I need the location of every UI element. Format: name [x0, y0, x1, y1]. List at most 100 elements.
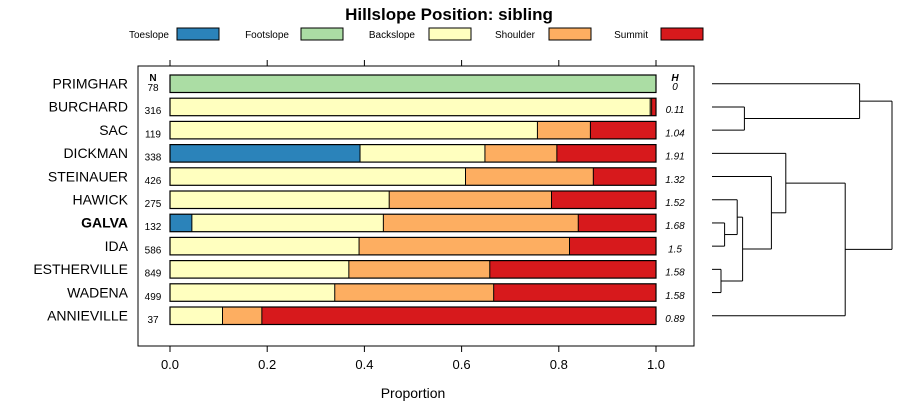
bar-segment: [556, 144, 656, 163]
x-tick-label: 0.0: [161, 357, 179, 372]
bar-segment: [170, 75, 656, 93]
row-labels: PRIMGHAR 78 0 BURCHARD 316 0.11 SAC 119 1.04 DICK…: [33, 76, 685, 327]
legend-swatch: [176, 27, 220, 41]
row-label: IDA: [105, 238, 129, 254]
row-label: GALVA: [81, 215, 128, 231]
h-value: 0.11: [666, 105, 685, 116]
bar-segment: [593, 167, 656, 186]
x-tick-label: 1.0: [647, 357, 665, 372]
n-value: 37: [147, 315, 159, 326]
legend-swatch: [300, 27, 344, 41]
legend-label: Footslope: [245, 30, 289, 41]
n-value: 849: [145, 269, 162, 280]
bar-segment: [170, 167, 466, 186]
x-axis: 0.0 0.2 0.4 0.6 0.8 1.0: [161, 60, 665, 372]
legend: Toeslope Footslope Backslope Shoulder Summit: [129, 27, 704, 41]
row-label: DICKMAN: [63, 145, 128, 161]
h-value: 1.68: [665, 221, 685, 232]
bar-segment: [359, 237, 570, 255]
dendrogram: [712, 83, 893, 317]
n-value: 316: [145, 106, 162, 117]
legend-swatch: [428, 27, 472, 41]
bar-outline: [169, 120, 657, 140]
row-label: ESTHERVILLE: [33, 261, 128, 277]
bar-segment: [578, 214, 656, 232]
bar-segment: [569, 237, 656, 255]
plot-frame: [137, 65, 695, 347]
bar-segment: [590, 121, 656, 139]
h-value: 1.5: [668, 244, 682, 255]
bar-outline: [169, 97, 657, 117]
legend-label: Summit: [614, 30, 648, 41]
bar-outline: [169, 144, 657, 163]
h-column-header: H: [671, 73, 679, 84]
h-value: 1.32: [665, 175, 685, 186]
row-label: SAC: [99, 122, 128, 138]
h-value: 1.91: [665, 152, 684, 163]
bar-segment: [389, 191, 552, 209]
bar-outline: [169, 190, 657, 210]
h-value: 0: [672, 82, 678, 93]
h-value: 1.04: [665, 128, 685, 139]
legend-swatch: [548, 27, 592, 41]
bar-segment: [334, 283, 494, 302]
bar-segment: [465, 167, 594, 186]
x-tick-label: 0.6: [453, 357, 471, 372]
legend-label: Shoulder: [495, 30, 536, 41]
bar-segment: [489, 260, 656, 279]
h-value: 1.52: [665, 198, 685, 209]
bar-segment: [170, 98, 651, 116]
x-tick-label: 0.4: [355, 357, 373, 372]
bar-segment: [261, 307, 656, 325]
row-label: STEINAUER: [48, 168, 128, 184]
bar-outline: [169, 306, 657, 326]
bar-segment: [222, 307, 262, 325]
row-label: WADENA: [67, 284, 129, 300]
chart-title: Hillslope Position: sibling: [345, 5, 553, 24]
bars: [169, 74, 657, 326]
bar-segment: [360, 144, 485, 163]
bar-segment: [650, 98, 652, 116]
n-value: 275: [145, 199, 162, 210]
row-label: ANNIEVILLE: [47, 308, 128, 324]
n-value: 78: [147, 83, 159, 94]
n-value: 338: [145, 153, 162, 164]
bar-segment: [191, 214, 384, 232]
bar-segment: [651, 98, 656, 116]
bar-outline: [169, 283, 657, 302]
n-column-header: N: [149, 73, 156, 84]
bar-segment: [170, 191, 390, 209]
n-value: 119: [145, 129, 161, 140]
bar-outline: [169, 236, 657, 256]
legend-label: Backslope: [369, 30, 416, 41]
row-label: BURCHARD: [49, 99, 128, 115]
bar-segment: [170, 283, 335, 302]
bar-outline: [169, 260, 657, 279]
bar-segment: [537, 121, 591, 139]
bar-segment: [551, 191, 656, 209]
bar-outline: [169, 167, 657, 186]
x-tick-label: 0.8: [550, 357, 568, 372]
bar-segment: [170, 144, 361, 163]
bar-segment: [170, 214, 192, 232]
h-value: 1.58: [665, 291, 685, 302]
bar-outline: [169, 213, 657, 233]
legend-swatch: [660, 27, 704, 41]
bar-segment: [484, 144, 557, 163]
bar-segment: [170, 260, 349, 279]
x-tick-label: 0.2: [258, 357, 276, 372]
legend-label: Toeslope: [129, 30, 169, 41]
bar-segment: [383, 214, 579, 232]
bar-outline: [169, 74, 657, 94]
bar-segment: [348, 260, 490, 279]
n-value: 499: [145, 292, 162, 303]
bar-segment: [493, 283, 656, 302]
bar-segment: [170, 307, 223, 325]
n-value: 132: [145, 222, 162, 233]
row-label: HAWICK: [73, 192, 129, 208]
h-value: 1.58: [665, 268, 685, 279]
bar-segment: [170, 237, 360, 255]
bar-segment: [170, 121, 538, 139]
row-label: PRIMGHAR: [53, 76, 128, 92]
